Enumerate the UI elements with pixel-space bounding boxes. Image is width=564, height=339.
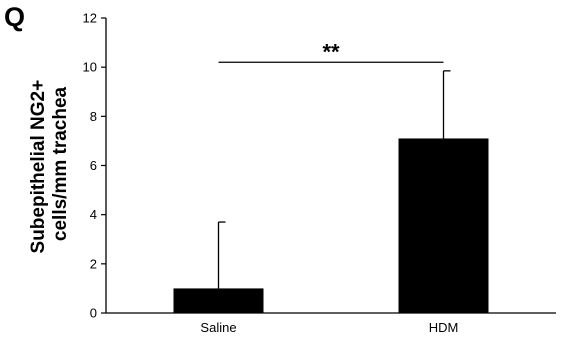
bar-hdm bbox=[398, 138, 489, 313]
y-axis-title-line-1: Subepithelial NG2+ bbox=[28, 80, 49, 254]
significance-annotation: ** bbox=[218, 39, 444, 64]
y-tick-label: 0 bbox=[90, 306, 97, 321]
x-tick-labels: Saline HDM bbox=[200, 320, 458, 335]
panel-label: Q bbox=[4, 2, 25, 32]
y-tick-label: 8 bbox=[90, 109, 97, 124]
y-tick-label: 6 bbox=[90, 158, 97, 173]
y-axis-title: Subepithelial NG2+ cells/mm trachea bbox=[28, 75, 71, 254]
y-tick-label: 2 bbox=[90, 256, 97, 271]
y-tick-label: 12 bbox=[83, 11, 97, 26]
y-tick-label: 4 bbox=[90, 207, 97, 222]
significance-label: ** bbox=[322, 39, 340, 64]
y-ticks: 0 2 4 6 8 10 12 bbox=[83, 11, 106, 321]
bar-saline bbox=[173, 288, 264, 313]
error-bars bbox=[217, 70, 451, 289]
x-tick-label-saline: Saline bbox=[200, 320, 236, 335]
y-tick-label: 10 bbox=[83, 60, 97, 75]
x-tick-label-hdm: HDM bbox=[429, 320, 459, 335]
y-axis-title-line-2: cells/mm trachea bbox=[50, 86, 71, 241]
bars bbox=[173, 138, 489, 313]
